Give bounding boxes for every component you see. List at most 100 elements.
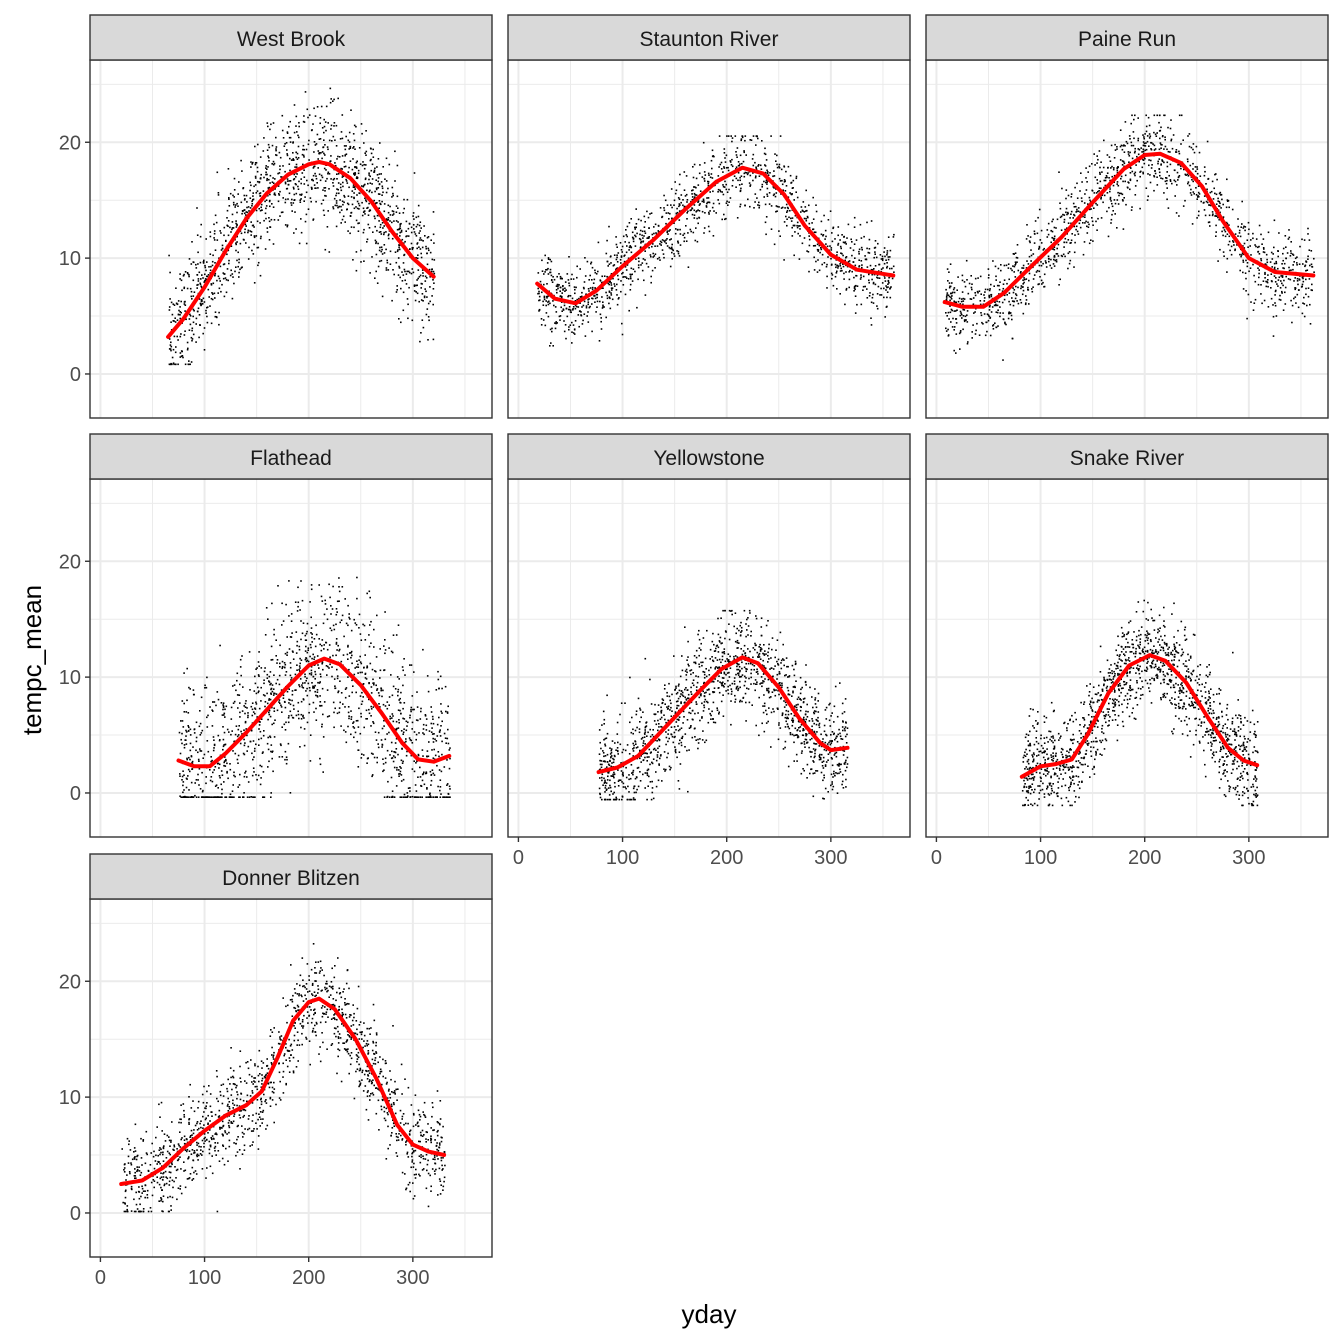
data-point xyxy=(1127,181,1129,183)
data-point xyxy=(1122,200,1124,202)
data-point xyxy=(757,137,759,140)
data-point xyxy=(169,271,171,274)
data-point xyxy=(303,121,306,123)
data-point xyxy=(382,758,384,760)
data-point xyxy=(291,650,294,652)
data-point xyxy=(582,304,585,307)
data-point xyxy=(639,238,642,241)
data-point xyxy=(244,231,246,234)
data-point xyxy=(1228,206,1230,209)
data-point xyxy=(959,303,962,305)
data-point xyxy=(304,675,306,678)
data-point xyxy=(545,295,548,298)
data-point xyxy=(255,743,257,746)
data-point xyxy=(448,785,451,788)
data-point xyxy=(1105,175,1108,177)
data-point xyxy=(1059,202,1061,204)
data-point xyxy=(395,720,398,723)
data-point xyxy=(219,776,221,779)
data-point xyxy=(572,324,575,326)
data-point xyxy=(1053,265,1056,267)
data-point xyxy=(439,786,442,788)
data-point xyxy=(377,187,380,189)
data-point xyxy=(959,310,962,313)
data-point xyxy=(191,327,194,330)
data-point xyxy=(603,275,606,277)
data-point xyxy=(591,279,593,281)
data-point xyxy=(369,182,372,184)
data-point xyxy=(707,184,710,187)
data-point xyxy=(1281,290,1283,293)
data-point xyxy=(176,303,179,305)
data-point xyxy=(245,211,248,213)
data-point xyxy=(246,206,248,209)
data-point xyxy=(620,290,622,293)
data-point xyxy=(357,222,359,225)
data-point xyxy=(315,187,317,189)
data-point xyxy=(1102,166,1105,169)
data-point xyxy=(271,203,273,205)
data-point xyxy=(853,226,856,228)
data-point xyxy=(232,276,234,278)
data-point xyxy=(357,230,360,232)
data-point xyxy=(850,238,852,241)
data-point xyxy=(255,668,257,670)
data-point xyxy=(1091,220,1094,223)
data-point xyxy=(1121,160,1124,162)
data-point xyxy=(1211,214,1214,217)
data-point xyxy=(348,148,350,150)
data-point xyxy=(805,189,807,192)
data-point xyxy=(628,222,631,224)
data-point xyxy=(314,172,316,175)
data-point xyxy=(1051,230,1054,233)
data-point xyxy=(198,768,201,770)
data-point xyxy=(417,754,420,757)
data-point xyxy=(1308,278,1311,280)
data-point xyxy=(312,174,315,177)
data-point xyxy=(1114,202,1117,205)
data-point xyxy=(559,295,562,298)
data-point xyxy=(252,758,254,761)
data-point xyxy=(629,289,632,291)
data-point xyxy=(278,701,280,703)
data-point xyxy=(299,199,301,201)
data-point xyxy=(723,186,726,188)
data-point xyxy=(708,230,711,233)
data-point xyxy=(620,280,622,282)
data-point xyxy=(1239,269,1241,272)
data-point xyxy=(834,263,837,266)
data-point xyxy=(962,328,964,331)
data-point xyxy=(226,224,228,227)
data-point xyxy=(775,210,777,213)
data-point xyxy=(805,217,807,220)
data-point xyxy=(1076,197,1079,199)
data-point xyxy=(693,217,696,219)
data-point xyxy=(808,204,810,207)
data-point xyxy=(1288,236,1291,239)
data-point xyxy=(1231,208,1234,211)
data-point xyxy=(1070,239,1073,242)
data-point xyxy=(189,363,191,366)
data-point xyxy=(1142,144,1145,147)
data-point xyxy=(404,796,406,798)
data-point xyxy=(794,214,797,217)
data-point xyxy=(1222,234,1224,237)
data-point xyxy=(1056,218,1059,221)
data-point xyxy=(348,717,350,720)
data-point xyxy=(613,283,616,285)
data-point xyxy=(367,223,370,226)
data-point xyxy=(410,226,413,229)
data-point xyxy=(328,251,331,253)
data-point xyxy=(433,242,435,244)
data-point xyxy=(363,167,366,170)
data-point xyxy=(615,258,618,261)
data-point xyxy=(236,694,239,696)
data-point xyxy=(1246,239,1249,241)
data-point xyxy=(407,235,410,237)
data-point xyxy=(821,253,824,256)
data-point xyxy=(1286,252,1289,254)
data-point xyxy=(547,315,550,318)
data-point xyxy=(266,122,269,124)
facet-panel: Paine Run xyxy=(925,14,1329,419)
data-point xyxy=(316,689,319,691)
